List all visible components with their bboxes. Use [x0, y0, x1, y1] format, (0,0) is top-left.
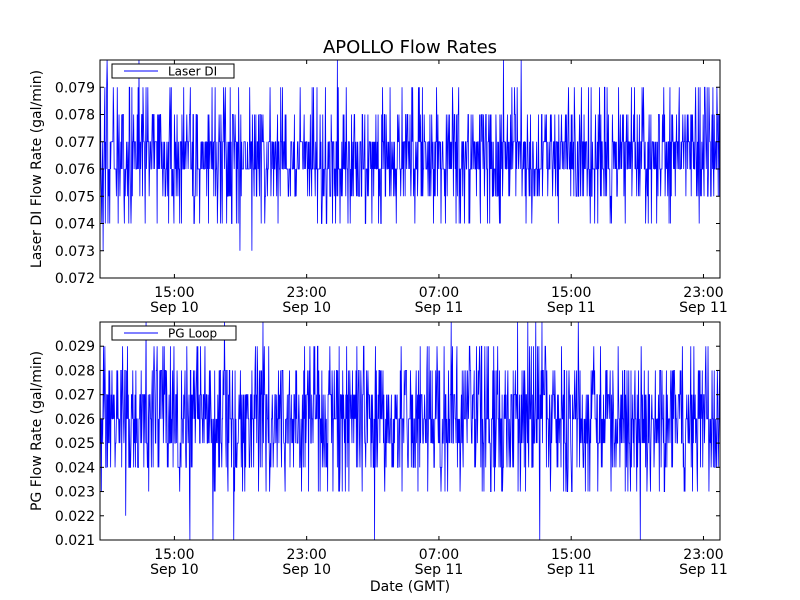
pg-loop-ytick-label: 0.021: [55, 533, 95, 549]
pg-loop-xtick-label-time: 23:00: [286, 547, 326, 563]
pg-loop-ytick-label: 0.022: [55, 509, 95, 525]
laser-di-xtick-label-time: 23:00: [683, 285, 723, 301]
pg-loop-legend: PG Loop: [111, 325, 237, 341]
pg-loop-series-line: [100, 322, 720, 540]
pg-loop-legend-box: [111, 325, 237, 341]
laser-di-y-axis-label: Laser DI Flow Rate (gal/min): [29, 70, 45, 268]
laser-di-series-line: [100, 60, 720, 251]
laser-di-xtick-label-date: Sep 11: [547, 300, 596, 316]
laser-di-xtick-label-time: 15:00: [154, 285, 194, 301]
laser-di-xtick-label-time: 07:00: [419, 285, 459, 301]
pg-loop-xtick-label-time: 07:00: [419, 547, 459, 563]
pg-loop-xtick-label-date: Sep 11: [415, 562, 464, 578]
x-axis-label: Date (GMT): [370, 579, 450, 595]
laser-di-xtick-label-date: Sep 11: [415, 300, 464, 316]
chart-title: APOLLO Flow Rates: [323, 37, 497, 58]
pg-loop-ytick-label: 0.026: [55, 412, 95, 428]
pg-loop-legend-label: PG Loop: [168, 327, 217, 341]
pg-loop-ytick-label: 0.027: [55, 388, 95, 404]
pg-loop-xtick-label-date: Sep 11: [679, 562, 728, 578]
laser-di-ytick-label: 0.076: [55, 162, 95, 178]
laser-di-ytick-label: 0.072: [55, 271, 95, 287]
pg-loop-ytick-label: 0.025: [55, 436, 95, 452]
laser-di-legend-label: Laser DI: [168, 65, 217, 79]
laser-di-xtick-label-time: 23:00: [286, 285, 326, 301]
pg-loop-xtick-label-date: Sep 10: [150, 562, 199, 578]
laser-di-legend-box: [111, 63, 235, 79]
pg-loop-y-axis-label: PG Flow Rate (gal/min): [29, 351, 45, 511]
pg-loop-ytick-label: 0.028: [55, 363, 95, 379]
pg-loop-ytick-label: 0.023: [55, 485, 95, 501]
laser-di-xtick-label-date: Sep 10: [282, 300, 331, 316]
pg-loop-xtick-label-date: Sep 10: [282, 562, 331, 578]
pg-loop-panel: 0.021 0.022 0.023 0.024 0.025 0.026 0.027 0.028…: [29, 321, 728, 578]
laser-di-xtick-label-date: Sep 11: [679, 300, 728, 316]
pg-loop-ytick-label: 0.024: [55, 460, 95, 476]
laser-di-legend: Laser DI: [111, 63, 235, 79]
laser-di-ytick-label: 0.073: [55, 244, 95, 260]
pg-loop-xtick-label-time: 23:00: [683, 547, 723, 563]
pg-loop-xtick-label-time: 15:00: [154, 547, 194, 563]
pg-loop-axes-frame: [99, 321, 721, 541]
laser-di-ytick-label: 0.079: [55, 80, 95, 96]
pg-loop-ytick-label: 0.029: [55, 339, 95, 355]
laser-di-xtick-label-date: Sep 10: [150, 300, 199, 316]
laser-di-ytick-label: 0.077: [55, 135, 95, 151]
laser-di-ytick-label: 0.074: [55, 217, 95, 233]
laser-di-xtick-label-time: 15:00: [551, 285, 591, 301]
pg-loop-xtick-label-time: 15:00: [551, 547, 591, 563]
laser-di-ytick-label: 0.075: [55, 189, 95, 205]
laser-di-ytick-label: 0.078: [55, 108, 95, 124]
laser-di-panel: 0.072 0.073 0.074 0.075 0.076 0.077 0.078 0.079…: [29, 59, 728, 316]
pg-loop-xtick-label-date: Sep 11: [547, 562, 596, 578]
